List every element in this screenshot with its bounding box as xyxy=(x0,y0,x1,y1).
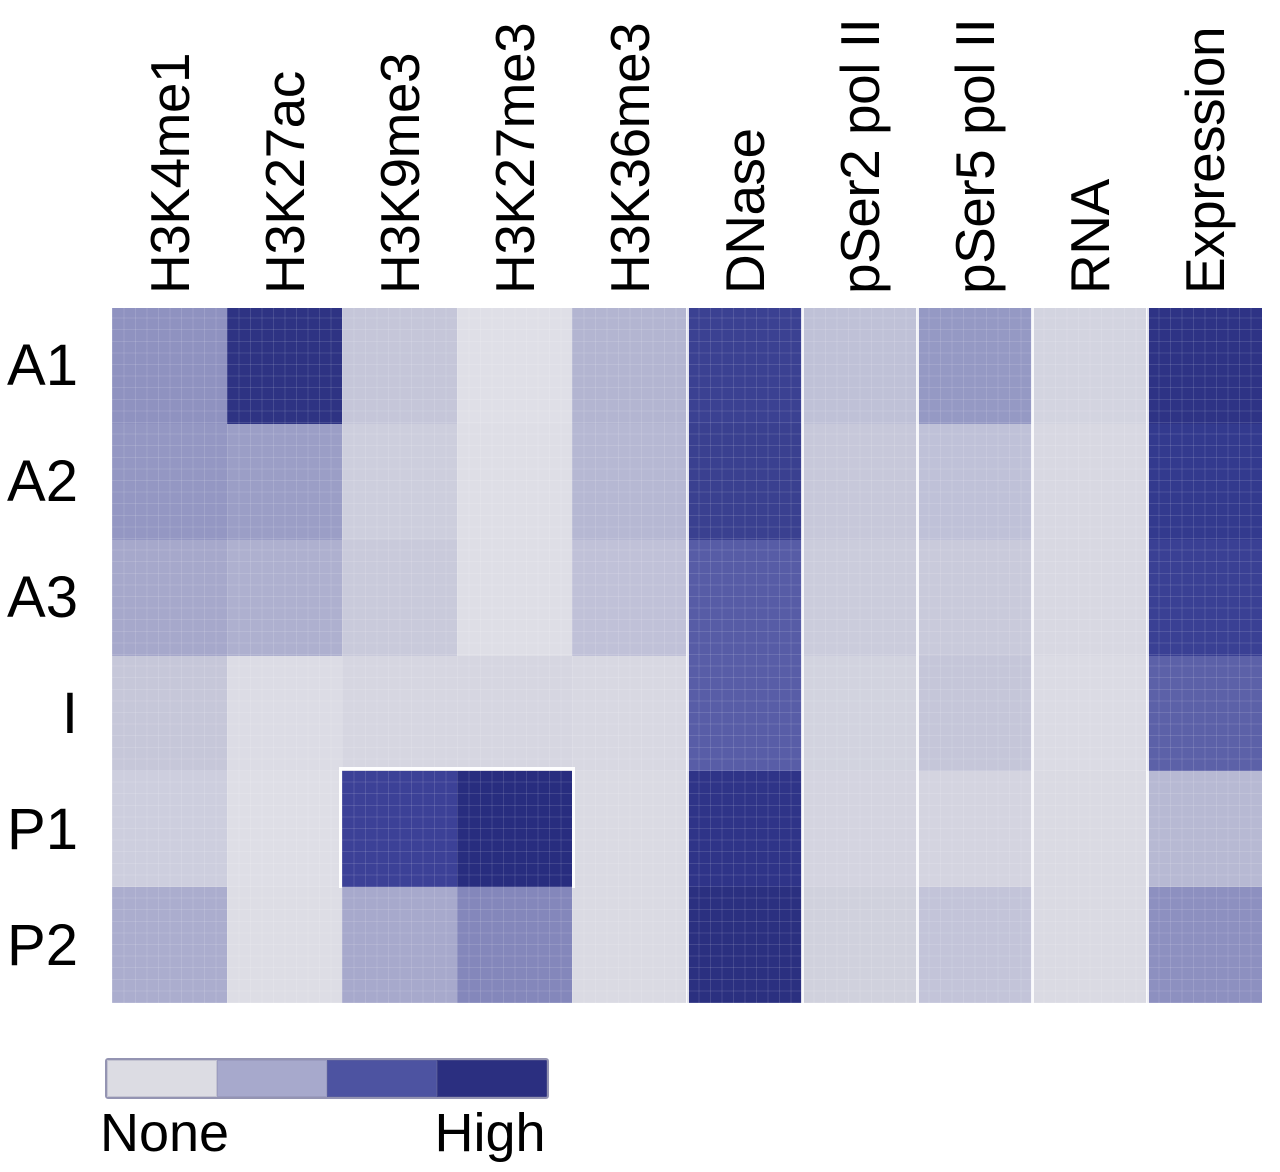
heatmap-cell xyxy=(802,771,917,888)
heatmap-cell xyxy=(1032,655,1147,772)
heatmap-cell xyxy=(687,423,802,540)
heatmap-cell xyxy=(457,308,572,424)
row-label: P2 xyxy=(7,912,78,978)
heatmap-cell xyxy=(1147,887,1262,1003)
column-label: H3K27ac xyxy=(253,71,316,294)
column-separator xyxy=(800,308,804,1003)
heatmap-cell xyxy=(802,423,917,540)
row-label: P1 xyxy=(7,796,78,862)
heatmap-cell xyxy=(917,539,1032,656)
legend: None High xyxy=(0,1050,1280,1172)
row-label: A2 xyxy=(7,449,78,515)
column-separator xyxy=(915,308,919,1003)
heatmap-cell xyxy=(457,771,572,888)
heatmap-cell xyxy=(687,887,802,1003)
heatmap-cell xyxy=(227,308,342,424)
heatmap-cell xyxy=(227,771,342,888)
heatmap-cell xyxy=(1032,771,1147,888)
column-label: pSer2 pol II xyxy=(828,18,891,294)
heatmap-cell xyxy=(917,887,1032,1003)
heatmap-grid xyxy=(112,308,1262,1003)
heatmap-cell xyxy=(342,771,457,888)
legend-swatch xyxy=(217,1060,327,1097)
heatmap-cell xyxy=(917,423,1032,540)
heatmap-cell xyxy=(917,771,1032,888)
heatmap-cell xyxy=(112,308,227,424)
column-label: H3K9me3 xyxy=(368,52,431,294)
heatmap-cell xyxy=(572,655,687,772)
heatmap-cell xyxy=(1032,539,1147,656)
column-separator xyxy=(1145,308,1149,1003)
heatmap-cell xyxy=(457,539,572,656)
heatmap-cell xyxy=(572,771,687,888)
heatmap-cell xyxy=(1032,423,1147,540)
legend-label-none: None xyxy=(100,1103,230,1163)
heatmap-cell xyxy=(687,539,802,656)
column-label: RNA xyxy=(1058,179,1121,294)
heatmap-cell xyxy=(227,655,342,772)
heatmap-cell xyxy=(457,887,572,1003)
heatmap-cell xyxy=(1147,423,1262,540)
column-label: DNase xyxy=(713,128,776,294)
heatmap-cell xyxy=(1147,771,1262,888)
heatmap-cell xyxy=(802,655,917,772)
heatmap-cell xyxy=(687,655,802,772)
legend-swatch xyxy=(327,1060,437,1097)
column-separator xyxy=(685,308,689,1003)
heatmap-cell xyxy=(112,423,227,540)
heatmap-cell xyxy=(342,655,457,772)
heatmap-cell xyxy=(572,887,687,1003)
heatmap-cell xyxy=(1147,539,1262,656)
heatmap-cell xyxy=(1147,308,1262,424)
heatmap-cell xyxy=(457,655,572,772)
legend-swatch xyxy=(437,1060,547,1097)
legend-swatch xyxy=(107,1060,217,1097)
column-label: Expression xyxy=(1173,26,1236,294)
heatmap-cell xyxy=(1147,655,1262,772)
heatmap-cell xyxy=(227,539,342,656)
heatmap-cell xyxy=(342,423,457,540)
heatmap-cell xyxy=(227,423,342,540)
heatmap-cell xyxy=(112,539,227,656)
heatmap-cell xyxy=(112,771,227,888)
heatmap-cell xyxy=(112,655,227,772)
column-label: H3K4me1 xyxy=(138,52,201,294)
heatmap-cell xyxy=(227,887,342,1003)
row-labels: A1 A2 A3 I P1 P2 xyxy=(0,308,78,1003)
column-label: H3K36me3 xyxy=(598,22,661,294)
heatmap-cell xyxy=(342,308,457,424)
row-label: I xyxy=(61,680,78,746)
legend-color-bar xyxy=(105,1058,549,1099)
heatmap-cell xyxy=(112,887,227,1003)
heatmap-cell xyxy=(1032,887,1147,1003)
heatmap-cell xyxy=(1032,308,1147,424)
heatmap-cell xyxy=(687,308,802,424)
heatmap-cell xyxy=(802,539,917,656)
row-label: A1 xyxy=(7,333,78,399)
heatmap-cell xyxy=(687,771,802,888)
heatmap-cell xyxy=(802,308,917,424)
heatmap-cell xyxy=(572,423,687,540)
heatmap-cell xyxy=(802,887,917,1003)
heatmap-cell xyxy=(917,655,1032,772)
heatmap-cell xyxy=(917,308,1032,424)
heatmap-cell xyxy=(572,539,687,656)
row-label: A3 xyxy=(7,565,78,631)
column-label: pSer5 pol II xyxy=(943,18,1006,294)
heatmap-cell xyxy=(342,887,457,1003)
heatmap-cell xyxy=(457,423,572,540)
legend-label-high: High xyxy=(434,1103,546,1163)
column-headers: H3K4me1 H3K27ac H3K9me3 H3K27me3 H3K36me3 DNa… xyxy=(0,0,1280,294)
column-label: H3K27me3 xyxy=(483,22,546,294)
heatmap-cell xyxy=(342,539,457,656)
column-separator xyxy=(1030,308,1034,1003)
heatmap-cell xyxy=(572,308,687,424)
